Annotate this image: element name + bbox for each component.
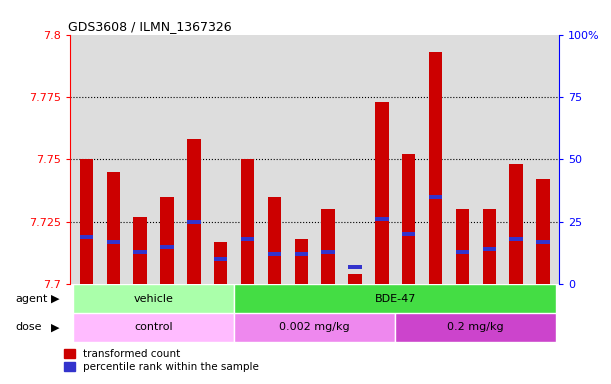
Bar [402, 154, 415, 284]
Bar [187, 220, 200, 223]
Text: ▶: ▶ [51, 322, 59, 333]
Bar [536, 179, 550, 284]
Bar [295, 239, 308, 284]
Bar [456, 250, 469, 253]
Bar [133, 217, 147, 284]
Bar [402, 232, 415, 236]
Bar [268, 197, 281, 284]
Bar [321, 250, 335, 253]
Bar [214, 257, 227, 261]
Bar [348, 274, 362, 284]
Bar [241, 237, 254, 241]
Bar [295, 252, 308, 256]
Text: 0.002 mg/kg: 0.002 mg/kg [279, 322, 350, 333]
Text: control: control [134, 322, 173, 333]
Bar [160, 245, 174, 248]
Bar [73, 284, 234, 313]
Text: ▶: ▶ [51, 293, 59, 304]
Text: vehicle: vehicle [134, 293, 174, 304]
Bar [106, 240, 120, 243]
Text: GDS3608 / ILMN_1367326: GDS3608 / ILMN_1367326 [68, 20, 232, 33]
Bar [395, 313, 557, 342]
Bar [160, 197, 174, 284]
Bar [375, 217, 389, 221]
Bar [214, 242, 227, 284]
Bar [106, 172, 120, 284]
Bar [133, 250, 147, 253]
Bar [510, 164, 523, 284]
Bar [456, 209, 469, 284]
Bar [510, 237, 523, 241]
Legend: transformed count, percentile rank within the sample: transformed count, percentile rank withi… [60, 345, 263, 376]
Bar [429, 195, 442, 199]
Bar [321, 209, 335, 284]
Text: BDE-47: BDE-47 [375, 293, 416, 304]
Bar [483, 209, 496, 284]
Text: agent: agent [15, 293, 48, 304]
Bar [73, 313, 234, 342]
Bar [483, 247, 496, 251]
Text: dose: dose [15, 322, 42, 333]
Bar [234, 284, 557, 313]
Bar [79, 159, 93, 284]
Bar [268, 252, 281, 256]
Bar [79, 235, 93, 238]
Bar [187, 139, 200, 284]
Bar [375, 102, 389, 284]
Bar [536, 240, 550, 243]
Bar [234, 313, 395, 342]
Bar [241, 159, 254, 284]
Bar [348, 265, 362, 268]
Text: 0.2 mg/kg: 0.2 mg/kg [447, 322, 504, 333]
Bar [429, 52, 442, 284]
